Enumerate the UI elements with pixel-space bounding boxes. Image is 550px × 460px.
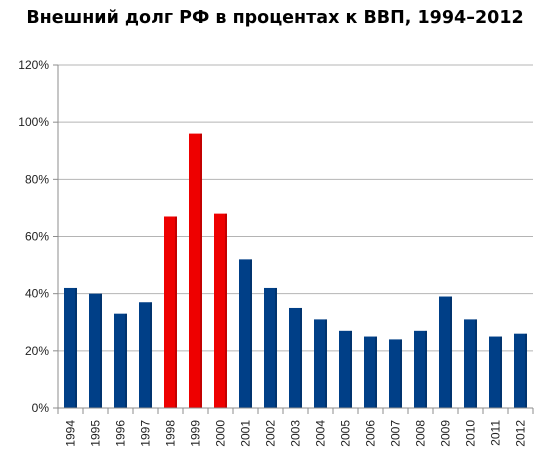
bar-2008	[414, 330, 427, 408]
x-tick-label: 2004	[314, 420, 328, 447]
x-tick-label: 2007	[389, 420, 403, 447]
bar-shade-2010	[475, 319, 477, 408]
x-tick-label: 1999	[189, 420, 203, 447]
x-tick-label: 2001	[239, 420, 253, 447]
axes	[53, 64, 534, 414]
bar-shade-1995	[100, 293, 102, 408]
bar-1997	[139, 302, 152, 408]
bar-1998	[164, 216, 177, 408]
x-tick-label: 2009	[439, 420, 453, 447]
x-tick-label: 2005	[339, 420, 353, 447]
bar-2000	[214, 213, 227, 408]
bar-shade-2001	[250, 259, 252, 408]
x-tick-label: 2011	[489, 420, 503, 446]
y-tick-label: 120%	[18, 58, 49, 72]
x-tick-label: 2012	[514, 420, 528, 447]
bar-2005	[339, 330, 352, 408]
bar-shade-2007	[400, 339, 402, 408]
bar-shade-2012	[525, 333, 527, 408]
y-tick-label: 0%	[32, 401, 50, 415]
bar-shade-2000	[225, 213, 227, 408]
y-tick-labels: 0% 20% 40% 60% 80% 100% 120%	[18, 58, 49, 415]
chart-title: Внешний долг РФ в процентах к ВВП, 1994–…	[26, 8, 524, 28]
x-tick-label: 1995	[89, 420, 103, 447]
bar-1995	[89, 293, 102, 408]
bar-2004	[314, 319, 327, 408]
x-tick-labels: 1994 1995 1996 1997 1998 1999 2000 2001 2002 2003…	[64, 420, 528, 447]
x-tick-label: 1996	[114, 420, 128, 447]
bar-1996	[114, 313, 127, 408]
bar-shade-2009	[450, 296, 452, 408]
bar-1994	[64, 287, 77, 408]
x-tick-label: 1998	[164, 420, 178, 447]
x-tick-label: 2003	[289, 420, 303, 447]
x-tick-label: 2002	[264, 420, 278, 447]
bar-shade-2011	[500, 336, 502, 408]
bars	[64, 133, 527, 408]
bar-2011	[489, 336, 502, 408]
x-tick-label: 2008	[414, 420, 428, 447]
bar-2002	[264, 287, 277, 408]
bar-2009	[439, 296, 452, 408]
bar-shade-2008	[425, 330, 427, 408]
bar-shade-1997	[150, 302, 152, 408]
x-tick-label: 2006	[364, 420, 378, 447]
bar-2012	[514, 333, 527, 408]
bar-shade-1994	[75, 287, 77, 408]
bar-shade-1999	[200, 133, 202, 408]
bar-shade-2005	[350, 330, 352, 408]
bar-shade-2003	[300, 307, 302, 408]
x-tick-label: 1997	[139, 420, 153, 447]
bar-1999	[189, 133, 202, 408]
bar-2007	[389, 339, 402, 408]
bar-shade-2006	[375, 336, 377, 408]
bar-shade-2004	[325, 319, 327, 408]
bar-2003	[289, 307, 302, 408]
x-tick-label: 1994	[64, 420, 78, 447]
x-tick-label: 2000	[214, 420, 228, 447]
bar-2010	[464, 319, 477, 408]
y-tick-label: 40%	[25, 287, 49, 301]
bar-shade-2002	[275, 287, 277, 408]
y-tick-label: 80%	[25, 172, 49, 186]
bar-shade-1998	[175, 216, 177, 408]
bar-shade-1996	[125, 313, 127, 408]
y-tick-label: 60%	[25, 230, 49, 244]
bar-2001	[239, 259, 252, 408]
x-tick-label: 2010	[464, 420, 478, 447]
y-tick-label: 20%	[25, 344, 49, 358]
y-tick-label: 100%	[18, 115, 49, 129]
bar-2006	[364, 336, 377, 408]
